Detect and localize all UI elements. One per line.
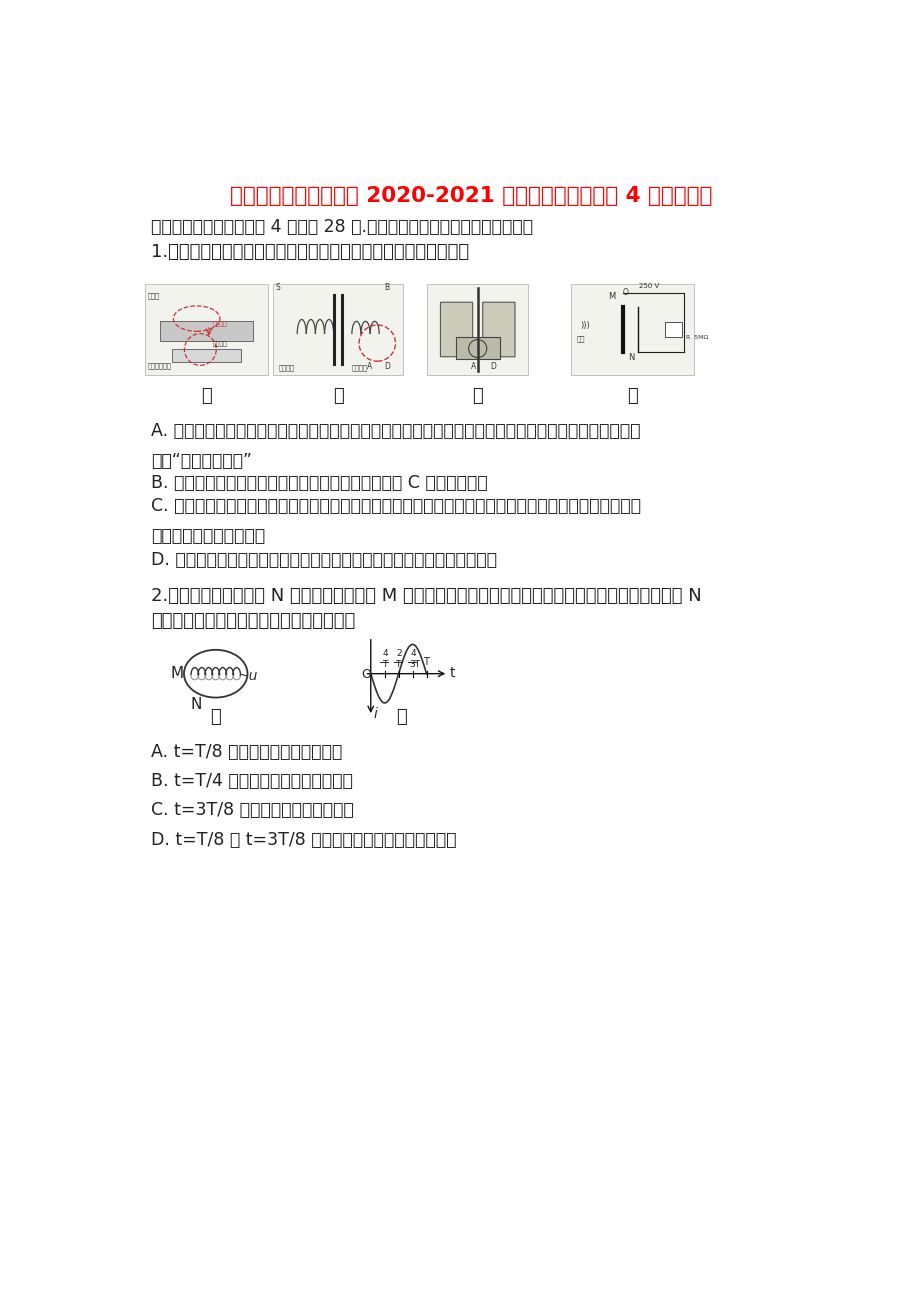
Bar xyxy=(455,337,499,359)
Text: 甲: 甲 xyxy=(210,708,221,725)
Text: 4: 4 xyxy=(382,648,388,658)
Bar xyxy=(172,349,241,362)
Text: 四川省成都市树德中学 2020-2021 学年高二物理下学期 4 月月考试题: 四川省成都市树德中学 2020-2021 学年高二物理下学期 4 月月考试题 xyxy=(230,186,712,206)
Text: ))): ))) xyxy=(579,320,589,329)
Text: 接收线圈: 接收线圈 xyxy=(278,365,294,371)
FancyBboxPatch shape xyxy=(440,302,472,357)
Text: 一、单项选择题（每小题 4 分，共 28 分.每小题只有一个选项符合题目要求）: 一、单项选择题（每小题 4 分，共 28 分.每小题只有一个选项符合题目要求） xyxy=(151,217,532,236)
Text: N: N xyxy=(627,353,633,362)
Bar xyxy=(664,322,681,337)
Text: D. 丁是电容式话筒的电路原理图，声波的振动会在电路中产生恒定的电流: D. 丁是电容式话筒的电路原理图，声波的振动会在电路中产生恒定的电流 xyxy=(151,551,496,569)
Text: 交变磁场: 交变磁场 xyxy=(212,322,227,327)
Text: A. t=T/8 时刻，圆环有收缩的趋势: A. t=T/8 时刻，圆环有收缩的趋势 xyxy=(151,743,342,760)
Text: R  5MΩ: R 5MΩ xyxy=(685,335,707,340)
Text: B. t=T/4 时刻，圆环中感应电流最大: B. t=T/4 时刻，圆环中感应电流最大 xyxy=(151,772,352,790)
Text: 声波: 声波 xyxy=(575,336,584,342)
Text: 2: 2 xyxy=(396,648,402,658)
Text: C. 在丙图中，钳形电流表是利用电磁感应原理制成的，它的优点是不需要切断导线，就可以方便地测出通
过导线中交变电流的大小: C. 在丙图中，钳形电流表是利用电磁感应原理制成的，它的优点是不需要切断导线，就… xyxy=(151,497,640,546)
Text: 乙: 乙 xyxy=(396,708,407,725)
Text: 乙: 乙 xyxy=(333,388,343,405)
Text: 通有如图乙所示的电流，下列说法正确的是: 通有如图乙所示的电流，下列说法正确的是 xyxy=(151,612,355,630)
Text: O: O xyxy=(361,668,371,681)
Text: D: D xyxy=(383,362,390,371)
Text: 甲: 甲 xyxy=(201,388,211,405)
Text: B. 在乙图中，开关由闭合变为断开，则断开瞬间触头 C 马上离开触点: B. 在乙图中，开关由闭合变为断开，则断开瞬间触头 C 马上离开触点 xyxy=(151,474,487,492)
Text: M: M xyxy=(171,667,184,681)
Text: D. t=T/8 和 t=3T/8 时刻，圆环内有相同的感应电流: D. t=T/8 和 t=3T/8 时刻，圆环内有相同的感应电流 xyxy=(151,831,456,849)
Bar xyxy=(571,284,693,375)
Text: 充电垫: 充电垫 xyxy=(148,293,160,299)
Bar xyxy=(160,322,253,341)
Text: T: T xyxy=(423,658,429,667)
Bar xyxy=(145,284,267,375)
Bar xyxy=(273,284,403,375)
Text: C. t=3T/8 时刻，圆环有收缩的趋势: C. t=3T/8 时刻，圆环有收缩的趋势 xyxy=(151,802,353,819)
Text: A: A xyxy=(471,362,475,371)
Text: N: N xyxy=(191,697,202,712)
Text: M: M xyxy=(607,292,615,301)
Text: S: S xyxy=(276,283,280,292)
Text: B: B xyxy=(383,283,389,292)
Text: A. 甲图是某品牌的无线充电手机利用电磁感应方式充电的原理图，无线充电时手机接收线圈部分的工作原
理是“电流的磁效应”: A. 甲图是某品牌的无线充电手机利用电磁感应方式充电的原理图，无线充电时手机接收… xyxy=(151,422,640,470)
Text: 1.电磁学的成就极大地推动了人类社会的进步。下列说法正确的是: 1.电磁学的成就极大地推动了人类社会的进步。下列说法正确的是 xyxy=(151,243,469,262)
Text: A: A xyxy=(367,362,371,371)
Text: 接收充电设备: 接收充电设备 xyxy=(148,363,172,370)
Text: 250 V: 250 V xyxy=(638,283,658,289)
FancyBboxPatch shape xyxy=(482,302,515,357)
Bar xyxy=(426,284,528,375)
Text: 3T: 3T xyxy=(409,660,420,669)
Text: T: T xyxy=(395,660,401,669)
Text: 发射线圈: 发射线圈 xyxy=(212,341,227,346)
Text: 2.一个长直密绕螺线管 N 放在一个金属圆环 M 的中心，圆环轴线与螺线管轴线重合，如图甲所示。螺线管 N: 2.一个长直密绕螺线管 N 放在一个金属圆环 M 的中心，圆环轴线与螺线管轴线重… xyxy=(151,587,700,605)
Text: 丁: 丁 xyxy=(627,388,638,405)
Text: D: D xyxy=(489,362,495,371)
Text: 丙: 丙 xyxy=(471,388,482,405)
Text: 4: 4 xyxy=(410,648,415,658)
Text: 接收线圈: 接收线圈 xyxy=(351,365,367,371)
Text: O: O xyxy=(622,288,628,297)
Text: i: i xyxy=(373,707,377,721)
Text: ~u: ~u xyxy=(237,669,257,682)
Text: T: T xyxy=(381,660,387,669)
Text: t: t xyxy=(449,665,455,680)
